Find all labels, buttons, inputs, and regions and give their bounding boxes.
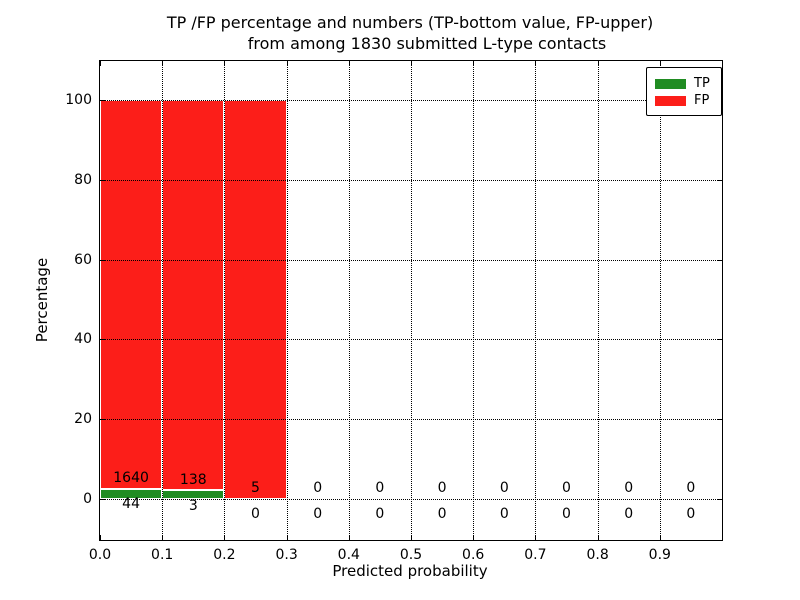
x-tick-label: 0.1 <box>151 547 174 563</box>
x-tick-label: 0.9 <box>648 547 671 563</box>
legend-entry-fp: FP <box>655 93 721 108</box>
tp-count-label: 0 <box>499 506 509 523</box>
legend-swatch-fp <box>655 95 686 106</box>
fp-count-label: 1640 <box>113 470 149 486</box>
y-tick-label: 0 <box>83 490 92 507</box>
x-tickmark-bottom <box>348 535 350 540</box>
x-tickmark-bottom <box>659 535 661 540</box>
y-tickmark-right <box>717 259 722 261</box>
fp-count-label: 0 <box>375 480 385 497</box>
tp-count-label: 0 <box>562 506 571 523</box>
x-tick-label: 0.2 <box>213 547 236 563</box>
x-tickmark-top <box>473 61 475 66</box>
x-tickmark-bottom <box>535 535 537 540</box>
x-tick-label: 0.0 <box>88 547 112 563</box>
v-gridline <box>535 61 537 540</box>
y-tickmark-left <box>100 100 105 102</box>
x-tickmark-top <box>100 61 101 66</box>
x-tickmark-top <box>411 61 412 66</box>
x-tick-label: 0.5 <box>399 547 423 563</box>
tp-count-label: 3 <box>188 497 198 514</box>
x-tickmark-top <box>286 61 288 66</box>
chart-title-line2: from among 1830 submitted L-type contact… <box>247 34 607 53</box>
fp-count-label: 5 <box>251 480 260 497</box>
y-tickmark-left <box>100 179 105 181</box>
fp-count-label: 138 <box>179 471 207 488</box>
x-tickmark-bottom <box>597 535 599 540</box>
fp-count-label: 0 <box>562 480 571 497</box>
tp-count-label: 0 <box>686 506 696 523</box>
fp-count-label: 0 <box>437 480 447 497</box>
x-tickmark-top <box>659 61 661 66</box>
v-gridline <box>411 61 412 540</box>
bar-fp-segment <box>224 100 287 499</box>
x-tickmark-top <box>348 61 350 66</box>
bar-fp-segment <box>100 100 163 489</box>
x-tickmark-bottom <box>411 535 412 540</box>
y-tickmark-right <box>717 498 722 500</box>
chart-title: TP /FP percentage and numbers (TP-bottom… <box>99 12 721 54</box>
legend-entry-tp: TP <box>655 76 721 91</box>
v-gridline <box>659 61 661 540</box>
legend: TP FP <box>646 67 722 116</box>
x-tick-label: 0.7 <box>524 547 547 563</box>
bar-fp-segment <box>162 100 225 491</box>
legend-label-fp: FP <box>694 93 710 108</box>
tp-count-label: 0 <box>375 506 385 523</box>
tp-count-label: 0 <box>624 506 634 523</box>
x-tick-label: 0.8 <box>586 547 609 563</box>
y-tick-label: 40 <box>74 331 92 348</box>
x-tick-label: 0.3 <box>275 547 298 563</box>
y-tickmark-right <box>717 419 722 421</box>
legend-swatch-tp <box>655 78 686 89</box>
y-tick-label: 80 <box>74 171 92 188</box>
y-tick-label: 100 <box>65 92 92 109</box>
chart-title-line1: TP /FP percentage and numbers (TP-bottom… <box>166 13 654 32</box>
y-tickmark-right <box>717 179 722 181</box>
v-gridline <box>473 61 475 540</box>
fp-count-label: 0 <box>624 480 634 497</box>
fp-count-label: 0 <box>686 480 696 497</box>
x-tick-label: 0.4 <box>337 547 360 563</box>
y-tickmark-right <box>717 339 722 341</box>
x-tickmark-bottom <box>224 535 226 540</box>
tp-count-label: 44 <box>122 496 141 512</box>
tp-count-label: 0 <box>251 506 260 523</box>
x-tickmark-bottom <box>100 535 101 540</box>
v-gridline <box>348 61 350 540</box>
bar-tp-segment <box>100 488 163 499</box>
y-tickmark-left <box>100 419 105 421</box>
x-tickmark-top <box>597 61 599 66</box>
y-tickmark-left <box>100 259 105 261</box>
y-tickmark-left <box>100 339 105 341</box>
tp-count-label: 0 <box>437 506 447 523</box>
plot-area: TP FP 1640 44 138 3 5 0 0 0 0 0 0 0 0 0 0 0 0 0 0 0 0.0 0.1 0.… <box>65 60 723 563</box>
tp-count-label: 0 <box>313 506 323 523</box>
x-tickmark-top <box>535 61 537 66</box>
x-tickmark-bottom <box>473 535 475 540</box>
x-tickmark-bottom <box>162 535 164 540</box>
fp-count-label: 0 <box>313 480 323 497</box>
y-tickmark-left <box>100 498 105 500</box>
v-gridline <box>224 61 226 540</box>
x-tickmark-top <box>224 61 226 66</box>
x-axis-label: Predicted probability <box>332 562 488 580</box>
v-gridline <box>162 61 164 540</box>
y-tick-label: 20 <box>74 411 92 428</box>
x-tickmark-top <box>162 61 164 66</box>
fp-count-label: 0 <box>499 480 509 497</box>
x-tickmark-bottom <box>286 535 288 540</box>
y-axis-label: Percentage <box>33 257 51 343</box>
legend-label-tp: TP <box>694 76 710 91</box>
v-gridline <box>597 61 599 540</box>
y-tick-label: 60 <box>74 251 92 268</box>
x-tick-label: 0.6 <box>462 547 485 563</box>
v-gridline <box>286 61 288 540</box>
